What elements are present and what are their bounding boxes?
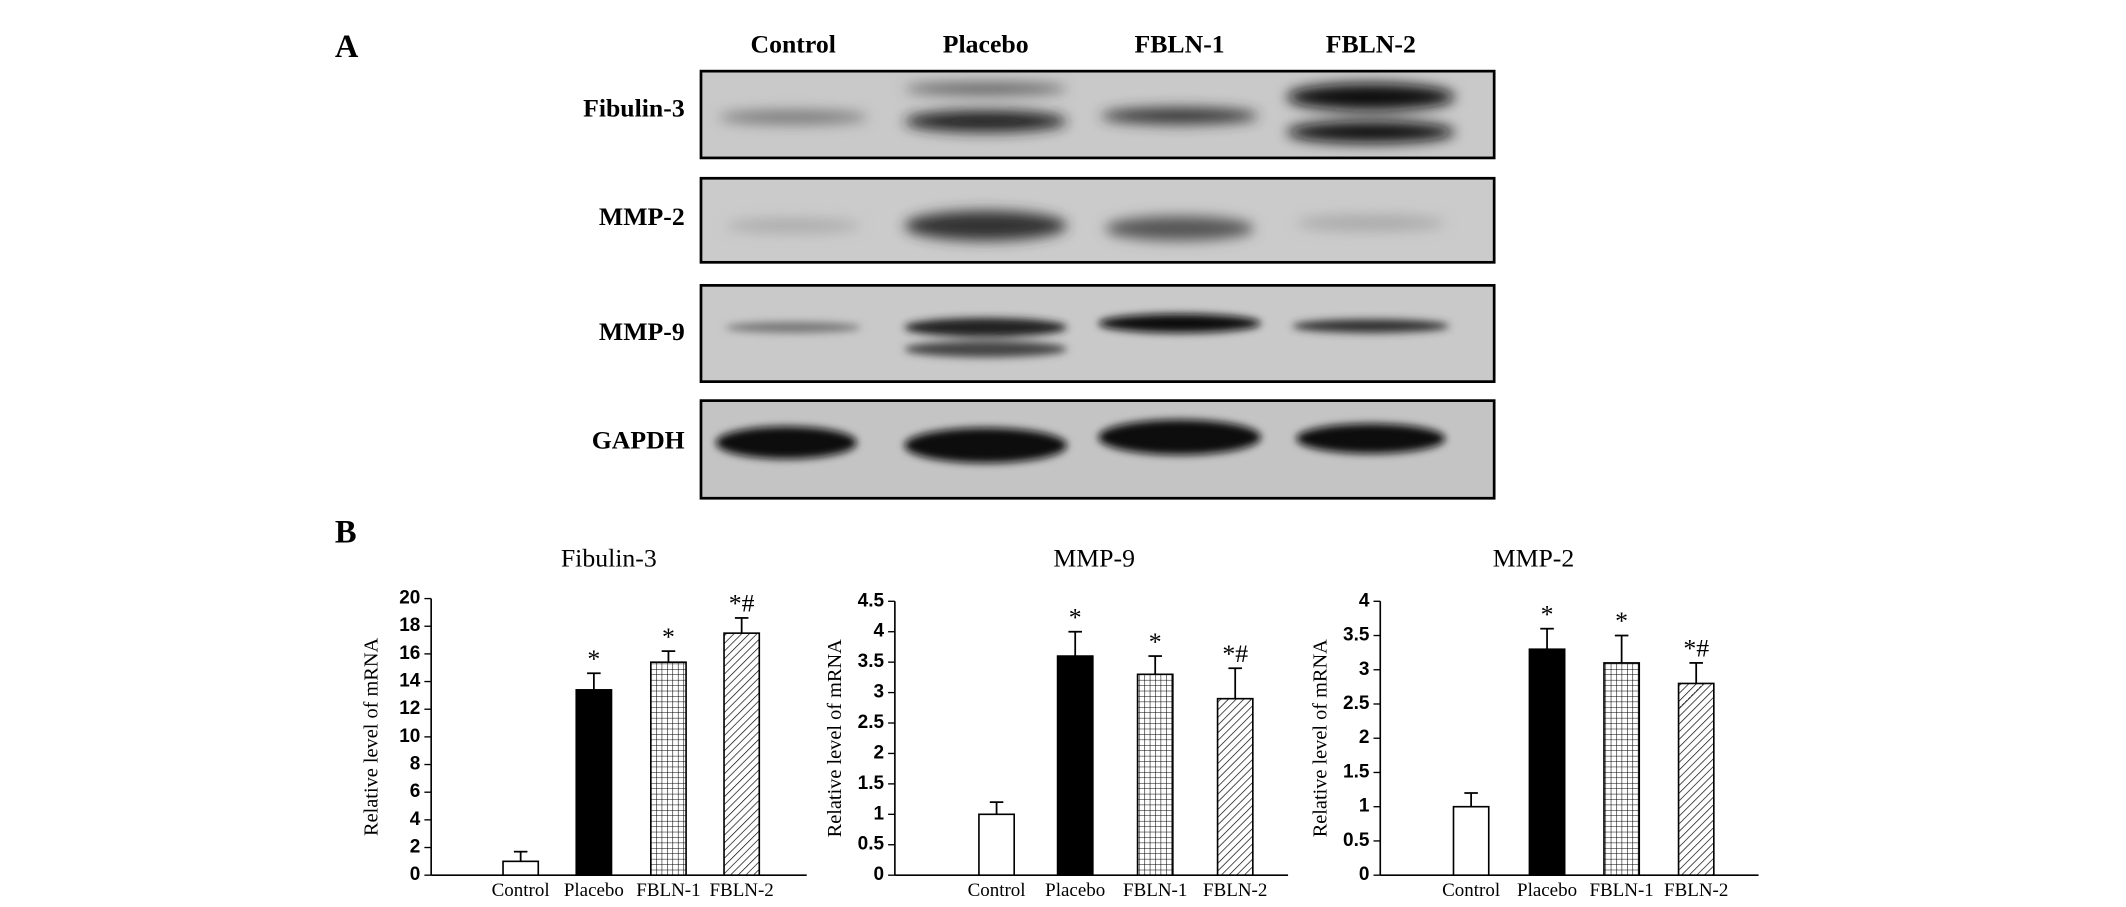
y-tick-label: 18 (399, 615, 420, 636)
x-tick-label: FBLN-1 (1123, 880, 1187, 901)
protein-label: GAPDH (592, 426, 685, 455)
protein-label: Fibulin-3 (583, 93, 685, 122)
y-tick-label: 4 (410, 809, 421, 830)
chart-title: Fibulin-3 (561, 544, 657, 573)
western-blot (699, 69, 1496, 500)
y-tick-label: 2 (1359, 727, 1370, 748)
bar (502, 860, 540, 876)
significance-label: * (1149, 627, 1162, 656)
bar-chart: Fibulin-3 Relative level of mRNA 0 2 4 6 8 10 12… (361, 544, 807, 901)
y-tick-label: 2.5 (1343, 693, 1370, 714)
y-tick-label: 0.5 (1343, 830, 1370, 851)
bar (1216, 697, 1254, 876)
y-tick-label: 0 (410, 864, 421, 885)
x-tick-label: Placebo (1045, 880, 1105, 901)
y-axis-label: Relative level of mRNA (824, 639, 846, 837)
y-tick-label: 4 (873, 621, 884, 642)
y-tick-label: 2 (410, 837, 421, 858)
protein-label: MMP-9 (599, 317, 685, 346)
bar (1056, 655, 1094, 876)
bar (1452, 805, 1490, 876)
y-tick-label: 0.5 (858, 834, 885, 855)
y-tick-label: 2.5 (858, 712, 885, 733)
significance-label: *# (1222, 639, 1248, 668)
y-tick-label: 3.5 (1343, 625, 1370, 646)
lane-label: FBLN-1 (1135, 30, 1225, 59)
y-tick-label: 3.5 (858, 651, 885, 672)
bar (1603, 662, 1641, 876)
significance-label: * (662, 622, 675, 651)
x-tick-label: Control (492, 880, 550, 901)
x-tick-label: Control (1442, 880, 1500, 901)
y-tick-label: 0 (873, 864, 884, 885)
chart-title: MMP-9 (1053, 544, 1135, 573)
y-axis-label: Relative level of mRNA (361, 637, 383, 835)
bands (718, 83, 1455, 144)
y-tick-label: 10 (399, 726, 420, 747)
y-tick-label: 1.5 (1343, 761, 1370, 782)
bar (575, 689, 613, 876)
protein-label: MMP-2 (599, 202, 685, 231)
y-tick-label: 4.5 (858, 590, 885, 611)
bar (1136, 673, 1174, 876)
bar (1528, 648, 1566, 876)
panel-label: A (335, 29, 359, 65)
blot-strip (699, 284, 1496, 383)
bands (725, 210, 1446, 241)
y-tick-label: 8 (410, 754, 421, 775)
x-tick-label: Control (968, 880, 1026, 901)
y-tick-label: 3 (873, 682, 884, 703)
y-tick-label: 1.5 (858, 773, 885, 794)
lane-label: FBLN-2 (1326, 30, 1416, 59)
bar (1677, 682, 1715, 876)
bar (650, 661, 687, 876)
chart-title: MMP-2 (1493, 544, 1575, 573)
bar-chart: MMP-9 Relative level of mRNA 0 0.5 1 1.5 2 2.5 3… (824, 544, 1289, 901)
bar (978, 813, 1016, 876)
lane-label: Placebo (943, 30, 1029, 59)
bar-chart: MMP-2 Relative level of mRNA 0 0.5 1 1.5 2 2.5 3… (1310, 544, 1759, 901)
x-tick-label: FBLN-2 (1664, 880, 1728, 901)
y-tick-label: 1 (1359, 796, 1370, 817)
bands (715, 419, 1446, 463)
x-tick-label: FBLN-1 (1589, 880, 1653, 901)
x-tick-label: FBLN-2 (1203, 880, 1267, 901)
significance-label: *# (1683, 634, 1709, 663)
significance-label: * (587, 644, 600, 673)
significance-label: * (1541, 599, 1554, 628)
x-tick-label: Placebo (564, 880, 624, 901)
panel-label: B (335, 514, 357, 550)
y-tick-label: 14 (399, 671, 421, 692)
x-tick-label: FBLN-1 (636, 880, 700, 901)
y-tick-label: 4 (1359, 590, 1370, 611)
significance-label: * (1069, 602, 1082, 631)
y-tick-label: 2 (873, 742, 884, 763)
significance-label: *# (729, 589, 755, 618)
y-tick-label: 1 (873, 803, 884, 824)
x-tick-label: Placebo (1517, 880, 1577, 901)
y-tick-label: 20 (399, 588, 420, 609)
x-tick-label: FBLN-2 (710, 880, 774, 901)
y-axis-label: Relative level of mRNA (1310, 639, 1332, 837)
y-tick-label: 3 (1359, 659, 1370, 680)
y-tick-label: 0 (1359, 864, 1370, 885)
significance-label: * (1615, 606, 1628, 635)
y-tick-label: 16 (399, 643, 420, 664)
y-tick-label: 12 (399, 698, 420, 719)
lane-label: Control (750, 30, 835, 59)
bar (723, 632, 761, 876)
bands (725, 313, 1450, 358)
y-tick-label: 6 (410, 781, 421, 802)
